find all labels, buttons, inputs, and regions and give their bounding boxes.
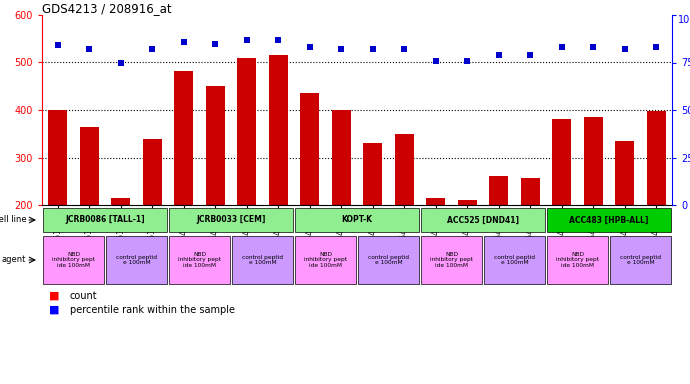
Text: cell line: cell line	[0, 215, 26, 225]
Bar	[175, 71, 193, 205]
Text: control peptid
e 100mM: control peptid e 100mM	[620, 255, 661, 265]
Bar	[421, 236, 482, 284]
Bar	[426, 198, 445, 205]
Bar	[546, 208, 671, 232]
Text: NBD
inhibitory pept
ide 100mM: NBD inhibitory pept ide 100mM	[304, 252, 347, 268]
Text: control peptid
e 100mM: control peptid e 100mM	[368, 255, 409, 265]
Point	[462, 58, 473, 64]
Point	[147, 46, 158, 52]
Text: 100%: 100%	[678, 15, 690, 25]
Point	[178, 38, 189, 45]
Bar	[232, 236, 293, 284]
Bar	[106, 236, 168, 284]
Bar	[610, 236, 671, 284]
Bar	[332, 109, 351, 205]
Text: control peptid
e 100mM: control peptid e 100mM	[116, 255, 157, 265]
Text: NBD
inhibitory pept
ide 100mM: NBD inhibitory pept ide 100mM	[556, 252, 599, 268]
Bar	[168, 208, 293, 232]
Point	[210, 40, 221, 46]
Point	[651, 44, 662, 50]
Bar	[269, 55, 288, 205]
Text: JCRB0086 [TALL-1]: JCRB0086 [TALL-1]	[65, 215, 145, 225]
Text: agent: agent	[2, 255, 26, 265]
Bar	[484, 236, 545, 284]
Bar	[615, 141, 634, 205]
Point	[431, 58, 442, 64]
Bar	[43, 208, 168, 232]
Bar	[364, 143, 382, 205]
Bar	[357, 236, 420, 284]
Text: ■: ■	[49, 305, 59, 315]
Point	[588, 44, 599, 50]
Point	[115, 60, 126, 66]
Text: control peptid
e 100mM: control peptid e 100mM	[494, 255, 535, 265]
Bar	[521, 178, 540, 205]
Bar	[552, 119, 571, 205]
Text: count: count	[70, 291, 97, 301]
Bar	[80, 127, 99, 205]
Bar	[395, 134, 414, 205]
Bar	[421, 208, 545, 232]
Bar	[48, 110, 67, 205]
Text: ACC525 [DND41]: ACC525 [DND41]	[447, 215, 519, 225]
Text: percentile rank within the sample: percentile rank within the sample	[70, 305, 235, 315]
Point	[52, 42, 63, 48]
Point	[336, 46, 347, 52]
Text: ■: ■	[49, 291, 59, 301]
Text: JCRB0033 [CEM]: JCRB0033 [CEM]	[197, 215, 266, 225]
Point	[241, 36, 253, 43]
Bar	[295, 208, 420, 232]
Bar	[168, 236, 230, 284]
Text: KOPT-K: KOPT-K	[342, 215, 373, 225]
Bar	[457, 200, 477, 205]
Point	[493, 52, 504, 58]
Point	[304, 44, 315, 50]
Point	[524, 52, 535, 58]
Point	[399, 46, 410, 52]
Bar	[647, 111, 666, 205]
Bar	[43, 236, 104, 284]
Bar	[206, 86, 225, 205]
Point	[273, 36, 284, 43]
Point	[556, 44, 567, 50]
Text: NBD
inhibitory pept
ide 100mM: NBD inhibitory pept ide 100mM	[178, 252, 221, 268]
Text: ACC483 [HPB-ALL]: ACC483 [HPB-ALL]	[569, 215, 649, 225]
Text: GDS4213 / 208916_at: GDS4213 / 208916_at	[42, 2, 172, 15]
Bar	[546, 236, 609, 284]
Bar	[300, 93, 319, 205]
Text: NBD
inhibitory pept
ide 100mM: NBD inhibitory pept ide 100mM	[430, 252, 473, 268]
Bar	[143, 139, 161, 205]
Text: control peptid
e 100mM: control peptid e 100mM	[242, 255, 283, 265]
Text: NBD
inhibitory pept
ide 100mM: NBD inhibitory pept ide 100mM	[52, 252, 95, 268]
Bar	[489, 175, 509, 205]
Point	[619, 46, 630, 52]
Bar	[295, 236, 356, 284]
Point	[83, 46, 95, 52]
Bar	[584, 117, 602, 205]
Bar	[237, 58, 256, 205]
Point	[367, 46, 378, 52]
Bar	[111, 198, 130, 205]
